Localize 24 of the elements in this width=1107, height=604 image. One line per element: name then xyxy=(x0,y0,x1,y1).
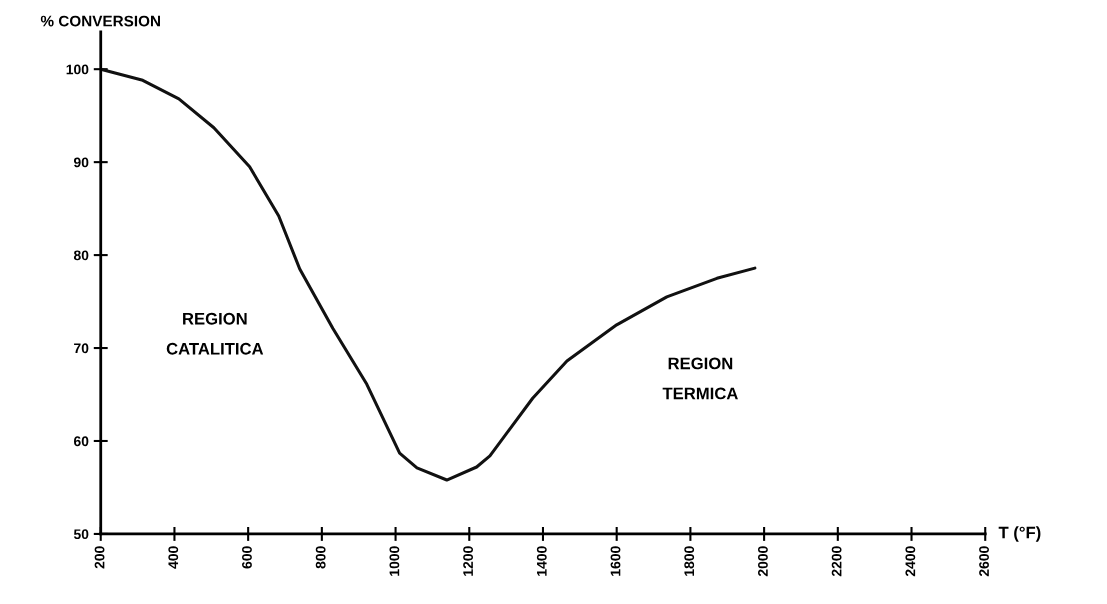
x-tick-label: 600 xyxy=(242,546,252,569)
x-tick-label: 2600 xyxy=(979,546,989,577)
annotation: REGION TERMICA xyxy=(662,357,738,400)
y-tick-label: 100 xyxy=(66,64,89,75)
y-tick-label: 80 xyxy=(73,250,89,261)
x-tick-label: 400 xyxy=(168,546,179,569)
x-axis-title: T (°F) xyxy=(998,526,1041,542)
x-tick-label: 2000 xyxy=(758,546,768,577)
x-tick-label: 2200 xyxy=(831,546,842,577)
y-tick-label: 50 xyxy=(73,529,89,540)
x-tick-label: 1200 xyxy=(463,546,473,576)
x-tick-label: 1600 xyxy=(610,546,621,576)
y-tick-label: 70 xyxy=(74,343,89,354)
y-tick-label: 60 xyxy=(73,436,89,447)
x-tick-label: 1800 xyxy=(684,546,695,576)
x-tick-label: 1400 xyxy=(536,546,547,576)
x-tick-label: 1000 xyxy=(389,546,400,576)
x-tick-label: 2400 xyxy=(905,546,916,577)
line-series xyxy=(100,67,757,482)
annotation: REGION CATALITICA xyxy=(166,312,264,355)
y-axis-title: % CONVERSION xyxy=(40,15,160,27)
y-tick-label: 90 xyxy=(73,157,89,168)
x-tick-label: 800 xyxy=(315,546,326,569)
x-tick-label: 200 xyxy=(94,546,105,569)
